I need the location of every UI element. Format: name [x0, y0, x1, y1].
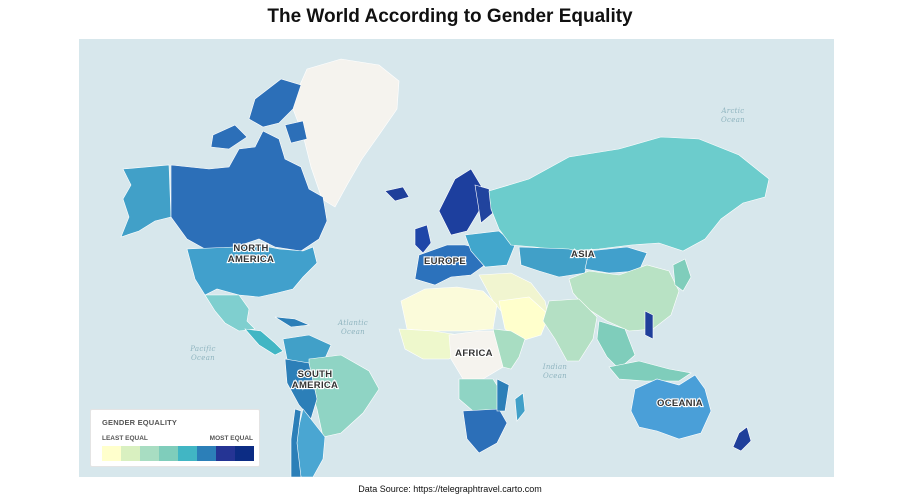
atlantic-ocean-label: Atlantic Ocean: [337, 319, 368, 336]
australia[interactable]: [630, 374, 712, 440]
east-africa[interactable]: [492, 328, 526, 370]
legend-swatch-8: [235, 446, 254, 461]
world-map[interactable]: Atlantic Ocean Pacific Ocean Indian Ocean A…: [79, 39, 834, 477]
legend-swatch-6: [197, 446, 216, 461]
map-legend: GENDER EQUALITY LEAST EQUAL MOST EQUAL: [90, 409, 260, 467]
region-label-north-america: NORTH AMERICA: [228, 243, 274, 265]
legend-swatch-3: [140, 446, 159, 461]
indonesia[interactable]: [608, 360, 692, 382]
india[interactable]: [542, 298, 598, 362]
legend-title: GENDER EQUALITY: [102, 418, 178, 427]
legend-swatch-7: [216, 446, 235, 461]
arctic-ocean-label: Arctic Ocean: [720, 107, 745, 124]
legend-swatch-5: [178, 446, 197, 461]
japan-korea[interactable]: [672, 258, 692, 292]
philippines[interactable]: [644, 310, 654, 340]
world-map-canvas: Atlantic Ocean Pacific Ocean Indian Ocean A…: [120, 58, 770, 477]
region-label-asia: ASIA: [571, 249, 595, 260]
western-europe[interactable]: [414, 244, 486, 286]
southern-africa[interactable]: [462, 408, 508, 454]
region-label-africa: AFRICA: [455, 348, 493, 359]
brazil[interactable]: [308, 354, 380, 438]
russia[interactable]: [488, 136, 770, 252]
new-zealand[interactable]: [732, 426, 752, 452]
kazakhstan[interactable]: [518, 246, 590, 278]
mexico[interactable]: [204, 294, 256, 332]
legend-swatch-4: [159, 446, 178, 461]
legend-low-label: LEAST EQUAL: [102, 435, 148, 442]
region-label-europe: EUROPE: [424, 256, 466, 267]
legend-high-label: MOST EQUAL: [209, 435, 253, 442]
iceland[interactable]: [384, 186, 410, 202]
mozambique[interactable]: [496, 378, 510, 412]
central-america[interactable]: [244, 328, 284, 356]
canada[interactable]: [170, 130, 328, 252]
alaska[interactable]: [120, 164, 172, 238]
map-title: The World According to Gender Equality: [267, 6, 633, 27]
region-label-south-america: SOUTH AMERICA: [292, 369, 338, 391]
uk[interactable]: [414, 224, 432, 254]
legend-swatch-2: [121, 446, 140, 461]
usa[interactable]: [186, 244, 318, 298]
madagascar[interactable]: [514, 392, 526, 422]
pacific-ocean-label: Pacific Ocean: [189, 345, 216, 362]
eastern-europe[interactable]: [464, 230, 516, 268]
legend-swatch-1: [102, 446, 121, 461]
chile[interactable]: [290, 408, 302, 477]
indian-ocean-label: Indian Ocean: [542, 363, 568, 380]
canada-islands[interactable]: [210, 78, 308, 150]
caribbean[interactable]: [274, 316, 311, 328]
southern-central-africa[interactable]: [458, 378, 504, 412]
legend-color-scale: [102, 446, 254, 461]
scandinavia[interactable]: [438, 168, 484, 236]
saudi-arabia[interactable]: [498, 296, 550, 342]
greenland[interactable]: [292, 58, 400, 208]
data-source: Data Source: https://telegraphtravel.car…: [358, 484, 542, 494]
north-africa[interactable]: [400, 286, 498, 332]
region-label-oceania: OCEANIA: [657, 398, 703, 409]
